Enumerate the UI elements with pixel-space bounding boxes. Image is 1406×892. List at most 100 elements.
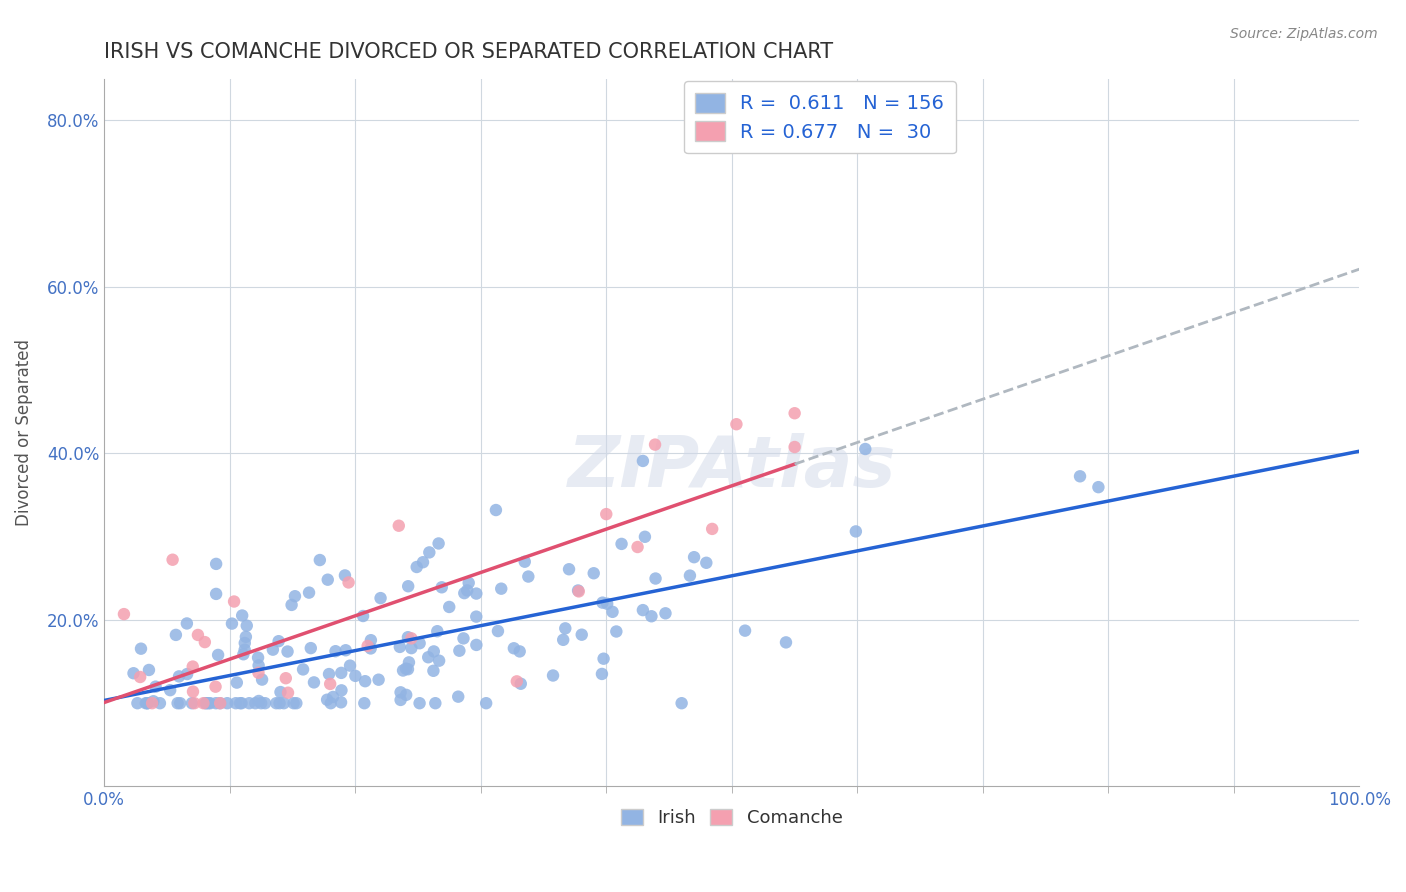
Point <box>337 575 360 590</box>
Point <box>571 628 593 642</box>
Point <box>449 644 471 658</box>
Point <box>439 599 461 614</box>
Point <box>136 696 159 710</box>
Point <box>325 644 347 658</box>
Point <box>330 683 353 698</box>
Point <box>783 406 806 420</box>
Point <box>582 566 605 581</box>
Point <box>513 555 536 569</box>
Point <box>702 522 724 536</box>
Point <box>695 556 717 570</box>
Point <box>853 442 876 456</box>
Point <box>319 696 342 710</box>
Point <box>631 603 654 617</box>
Point <box>610 537 633 551</box>
Point <box>683 550 706 565</box>
Point <box>231 696 253 710</box>
Point <box>135 696 157 710</box>
Point <box>775 635 797 649</box>
Point <box>149 696 172 710</box>
Point <box>453 632 475 646</box>
Point <box>412 555 434 569</box>
Point <box>845 524 868 539</box>
Point <box>558 562 581 576</box>
Point <box>181 684 204 698</box>
Point <box>634 530 657 544</box>
Point <box>396 630 419 644</box>
Point <box>205 696 228 710</box>
Point <box>205 557 228 571</box>
Point <box>197 696 219 710</box>
Point <box>233 636 256 650</box>
Point <box>354 674 377 689</box>
Point <box>269 685 291 699</box>
Point <box>447 690 470 704</box>
Point <box>254 696 277 710</box>
Point <box>430 580 453 594</box>
Point <box>360 641 382 656</box>
Point <box>209 696 232 710</box>
Point <box>465 586 488 600</box>
Point <box>408 636 430 650</box>
Point <box>193 696 215 710</box>
Point <box>316 692 339 706</box>
Point <box>367 673 389 687</box>
Point <box>231 608 253 623</box>
Point <box>392 664 415 678</box>
Point <box>112 607 135 621</box>
Point <box>396 662 419 676</box>
Point <box>595 507 617 521</box>
Point <box>165 628 187 642</box>
Point <box>344 669 367 683</box>
Point <box>250 673 273 687</box>
Point <box>159 683 181 698</box>
Point <box>465 609 488 624</box>
Point <box>502 641 524 656</box>
Point <box>267 634 290 648</box>
Point <box>176 667 198 681</box>
Point <box>427 536 450 550</box>
Point <box>427 654 450 668</box>
Point <box>517 569 540 583</box>
Point <box>319 677 342 691</box>
Point <box>273 696 295 710</box>
Point <box>181 659 204 673</box>
Point <box>222 594 245 608</box>
Point <box>285 696 308 710</box>
Point <box>187 628 209 642</box>
Point <box>644 437 666 451</box>
Point <box>262 642 284 657</box>
Point <box>298 585 321 599</box>
Point <box>167 669 190 683</box>
Point <box>194 635 217 649</box>
Point <box>225 696 247 710</box>
Point <box>405 560 427 574</box>
Point <box>395 662 418 676</box>
Point <box>277 686 299 700</box>
Point <box>353 696 375 710</box>
Point <box>322 690 344 704</box>
Point <box>238 696 260 710</box>
Point <box>217 696 239 710</box>
Point <box>591 667 613 681</box>
Point <box>654 607 676 621</box>
Point <box>360 633 382 648</box>
Text: IRISH VS COMANCHE DIVORCED OR SEPARATED CORRELATION CHART: IRISH VS COMANCHE DIVORCED OR SEPARATED … <box>104 42 834 62</box>
Point <box>465 638 488 652</box>
Point <box>333 568 356 582</box>
Point <box>247 694 270 708</box>
Point <box>247 658 270 673</box>
Point <box>1069 469 1091 483</box>
Point <box>423 644 446 658</box>
Text: Source: ZipAtlas.com: Source: ZipAtlas.com <box>1230 27 1378 41</box>
Point <box>401 632 423 646</box>
Point <box>352 609 374 624</box>
Point <box>554 621 576 635</box>
Point <box>408 696 430 710</box>
Point <box>456 583 478 598</box>
Point <box>162 552 184 566</box>
Point <box>142 694 165 708</box>
Point <box>486 624 509 638</box>
Point <box>568 584 591 599</box>
Point <box>277 644 299 658</box>
